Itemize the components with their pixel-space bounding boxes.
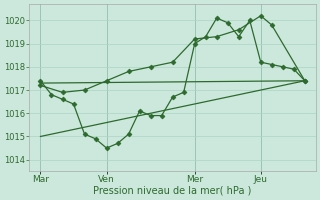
- X-axis label: Pression niveau de la mer( hPa ): Pression niveau de la mer( hPa ): [93, 186, 252, 196]
